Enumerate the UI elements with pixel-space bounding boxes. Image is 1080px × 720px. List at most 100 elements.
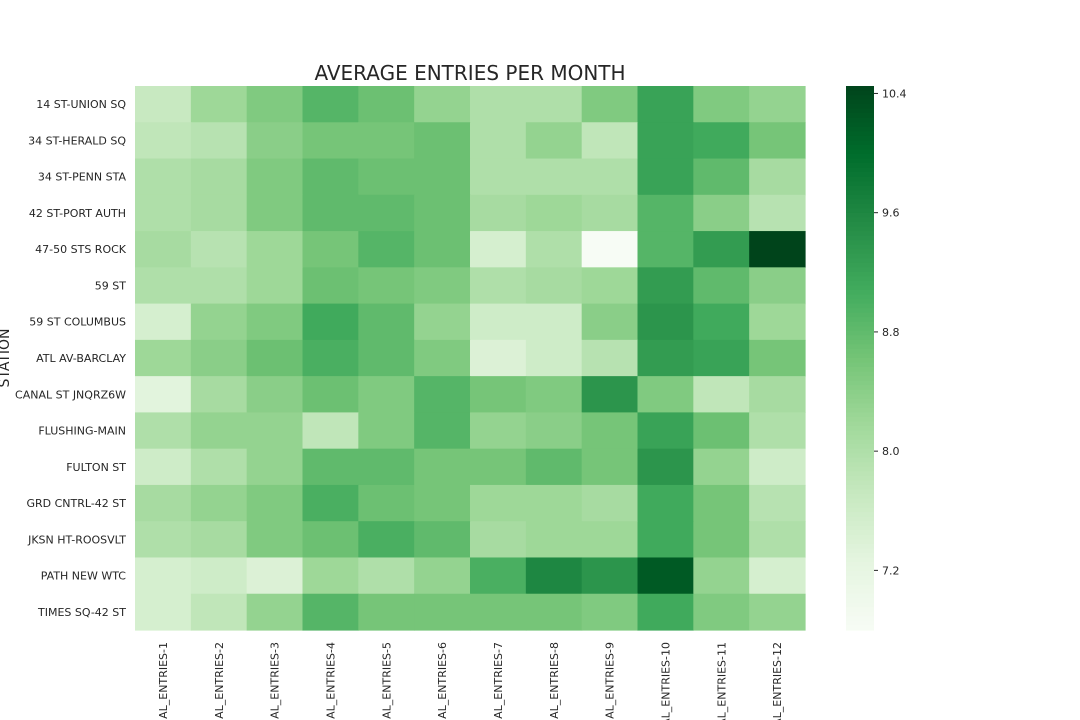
heatmap-cell (581, 484, 639, 522)
heatmap-cell (302, 448, 359, 486)
heatmap-cell (135, 303, 192, 341)
heatmap-cell (470, 86, 527, 123)
heatmap-cell (414, 376, 471, 413)
heatmap-cell (749, 484, 806, 522)
colorbar-segment (846, 176, 874, 182)
row-tick-label: TIMES SQ-42 ST (37, 606, 126, 619)
colorbar-segment (846, 380, 874, 386)
colorbar-segment (846, 602, 874, 608)
colorbar-segment (846, 616, 874, 622)
heatmap-cell (414, 231, 471, 268)
heatmap-cell (637, 484, 694, 522)
heatmap-cell (246, 122, 304, 160)
colorbar-segment (846, 199, 874, 205)
colorbar-segment (846, 312, 874, 318)
column-tick-label: AL_ENTRIES-11 (715, 642, 728, 720)
heatmap-cell (190, 303, 248, 341)
colorbar-segment (846, 290, 874, 296)
colorbar-segment (846, 439, 874, 445)
colorbar-segment (846, 117, 874, 123)
heatmap-cell (135, 158, 192, 196)
heatmap-cell (302, 303, 359, 341)
heatmap-cell (525, 122, 583, 160)
colorbar-segment (846, 530, 874, 536)
colorbar-segment (846, 620, 874, 627)
heatmap-cell (693, 303, 750, 341)
heatmap-cell (749, 376, 806, 413)
heatmap-cell (581, 339, 639, 377)
heatmap-cell (525, 448, 583, 486)
colorbar-segment (846, 294, 874, 300)
heatmap-cell (470, 484, 527, 522)
colorbar-segment (846, 90, 874, 96)
colorbar-segment (846, 348, 874, 355)
heatmap-cell (693, 376, 750, 413)
heatmap-cell (525, 194, 583, 232)
colorbar-segment (846, 262, 874, 268)
colorbar-segment (846, 104, 874, 110)
heatmap-cell (358, 267, 415, 305)
heatmap-cell (525, 303, 583, 341)
colorbar-segment (846, 253, 874, 259)
heatmap-cell (246, 303, 304, 341)
heatmap-cell (246, 521, 304, 559)
colorbar-segment (846, 625, 874, 631)
colorbar-segment (846, 235, 874, 241)
colorbar-segment (846, 190, 874, 196)
colorbar-segment (846, 158, 874, 164)
colorbar-segment (846, 412, 874, 418)
colorbar-segment (846, 507, 874, 513)
heatmap-cell (246, 412, 304, 450)
colorbar-segment (846, 321, 874, 327)
colorbar-segment (846, 344, 874, 350)
colorbar-segment (846, 552, 874, 559)
heatmap-cell (358, 86, 415, 123)
heatmap-cell (525, 158, 583, 196)
colorbar-segment (846, 86, 874, 92)
colorbar-tick-label: 8.0 (882, 445, 900, 458)
heatmap-cell (693, 412, 750, 450)
heatmap-cell (581, 267, 639, 305)
colorbar-segment (846, 525, 874, 531)
colorbar-segment (846, 154, 874, 160)
colorbar-segment (846, 362, 874, 368)
heatmap-cell (246, 267, 304, 305)
colorbar-segment (846, 149, 874, 155)
colorbar-tick-label: 9.6 (882, 207, 900, 220)
colorbar-segment (846, 231, 874, 237)
colorbar-segment (846, 571, 874, 577)
heatmap-cell (414, 484, 471, 522)
heatmap-cell (637, 521, 694, 559)
heatmap-cell (302, 484, 359, 522)
colorbar-segment (846, 521, 874, 527)
colorbar-segment (846, 503, 874, 509)
heatmap-cell (246, 339, 304, 377)
colorbar-segment (846, 403, 874, 409)
colorbar-segment (846, 566, 874, 572)
column-tick-label: AL_ENTRIES-12 (771, 642, 784, 720)
colorbar-segment (846, 144, 874, 151)
heatmap-cell (358, 339, 415, 377)
colorbar-segment (846, 317, 874, 323)
row-tick-label: FULTON ST (66, 461, 126, 474)
heatmap-cell (302, 86, 359, 123)
colorbar-segment (846, 430, 874, 436)
heatmap-cell (414, 194, 471, 232)
heatmap-cell (525, 484, 583, 522)
heatmap-cell (358, 122, 415, 160)
heatmap-cell (525, 231, 583, 268)
colorbar-segment (846, 244, 874, 250)
colorbar-segment (846, 249, 874, 255)
heatmap-cell (749, 86, 806, 123)
heatmap-cell (246, 448, 304, 486)
row-tick-label: FLUSHING-MAIN (38, 425, 126, 438)
heatmap-cell (693, 194, 750, 232)
column-tick-label: AL_ENTRIES-5 (380, 642, 393, 719)
heatmap-cell (414, 412, 471, 450)
colorbar-segment (846, 258, 874, 264)
colorbar-segment (846, 353, 874, 359)
heatmap-cell (637, 303, 694, 341)
column-tick-label: AL_ENTRIES-4 (324, 642, 337, 719)
colorbar-segment (846, 135, 874, 141)
heatmap-cell (749, 557, 806, 595)
